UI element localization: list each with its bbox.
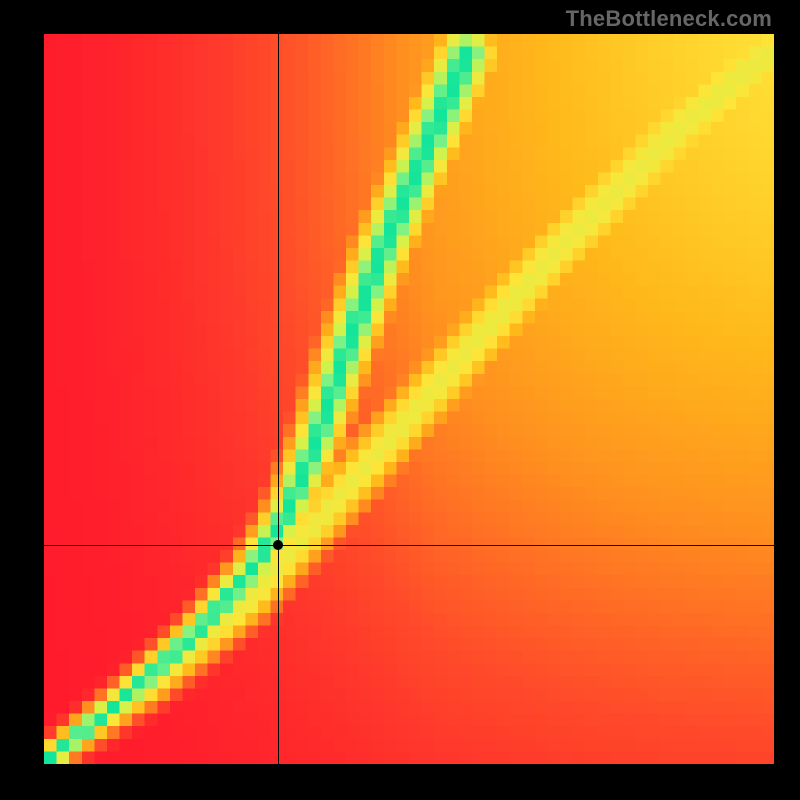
chart-container: TheBottleneck.com	[0, 0, 800, 800]
watermark-text: TheBottleneck.com	[566, 6, 772, 32]
marker-dot	[273, 540, 283, 550]
heatmap-canvas	[44, 34, 774, 764]
crosshair-vertical	[278, 34, 279, 764]
heatmap-plot	[44, 34, 774, 764]
crosshair-horizontal	[44, 545, 774, 546]
